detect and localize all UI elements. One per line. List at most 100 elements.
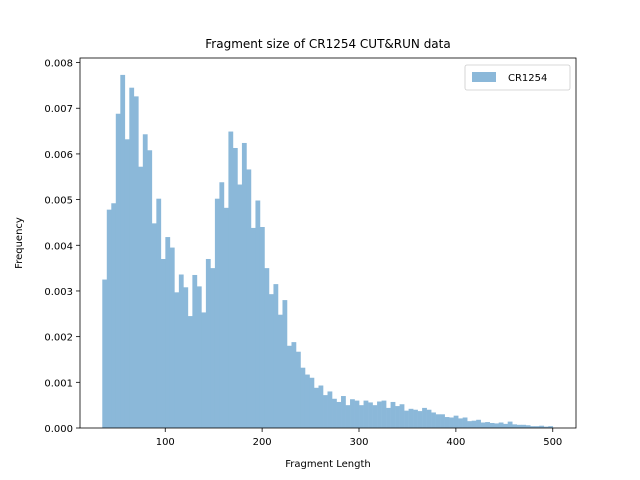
histogram-bar — [264, 268, 270, 428]
histogram-bar — [372, 405, 378, 428]
histogram-bar — [462, 417, 468, 428]
histogram-bar — [223, 207, 229, 428]
histogram-bar — [386, 407, 391, 428]
histogram-bar — [489, 422, 495, 428]
histogram-bar — [183, 287, 189, 428]
histogram-bar — [345, 405, 351, 428]
y-tick-label: 0.004 — [44, 241, 73, 252]
histogram-bar — [453, 415, 459, 428]
histogram-bar — [156, 198, 162, 428]
histogram-bar — [521, 424, 527, 428]
histogram-bar — [525, 425, 531, 428]
y-axis-label: Frequency — [14, 217, 25, 269]
histogram-bar — [169, 247, 175, 428]
histogram-bar — [282, 300, 288, 428]
histogram-bar — [129, 87, 135, 429]
histogram-bar — [255, 200, 261, 428]
histogram-bar — [286, 345, 292, 428]
histogram-bar — [250, 227, 256, 428]
histogram-bar — [341, 396, 346, 428]
histogram-bar — [295, 351, 301, 428]
histogram-bar — [237, 184, 243, 428]
histogram-bar — [309, 377, 315, 428]
histogram-bar — [413, 409, 418, 428]
x-tick-label: 100 — [156, 437, 175, 448]
plot-frame — [79, 57, 577, 429]
histogram-bar — [277, 314, 283, 428]
histogram-bar — [476, 419, 481, 428]
histogram-bar — [151, 223, 157, 428]
x-axis: 100 200 300 400 500 — [156, 428, 562, 448]
histogram-bar — [111, 203, 117, 428]
histogram-bar — [318, 385, 324, 428]
histogram-bar — [431, 412, 436, 428]
histogram-bar — [232, 147, 238, 428]
histogram-bar — [115, 113, 121, 428]
legend-label: CR1254 — [508, 73, 547, 84]
histogram-bar — [354, 400, 360, 428]
y-tick-label: 0.008 — [44, 59, 73, 70]
histogram-bar — [494, 423, 499, 428]
histogram-bar — [449, 417, 454, 428]
histogram-bar — [458, 418, 463, 428]
histogram-bar — [205, 258, 211, 428]
histogram-bar — [214, 198, 220, 428]
histogram-bar — [327, 391, 333, 428]
histogram-bar — [273, 284, 279, 428]
histogram-bar — [435, 414, 441, 428]
histogram-bar — [147, 150, 153, 428]
legend-swatch — [472, 72, 496, 82]
histogram-bar — [480, 422, 486, 428]
histogram-bar — [440, 414, 445, 428]
x-tick-label: 400 — [446, 437, 465, 448]
histogram-bar — [426, 409, 432, 428]
histogram-bar — [165, 237, 171, 428]
histogram-bar — [196, 286, 202, 428]
histogram-bar — [417, 411, 423, 428]
y-axis: 0.000 0.001 0.002 0.003 0.004 0.005 0.006 0.007… — [44, 59, 80, 435]
histogram-bar — [534, 426, 540, 428]
histogram-bar — [404, 410, 409, 428]
histogram-bar — [246, 169, 252, 428]
histogram-bar — [300, 367, 306, 428]
histogram-bar — [368, 402, 373, 428]
histogram-bar — [259, 227, 265, 428]
bars-group — [102, 74, 554, 429]
histogram-bar — [138, 166, 144, 428]
x-tick-label: 300 — [349, 437, 368, 448]
histogram-bar — [178, 274, 184, 428]
histogram-bar — [314, 387, 319, 428]
histogram-bar — [228, 131, 234, 428]
histogram-bar — [467, 421, 472, 428]
histogram-bar — [363, 400, 369, 428]
histogram-bar — [422, 407, 427, 428]
histogram-bar — [390, 401, 396, 428]
histogram-bar — [503, 423, 509, 428]
y-tick-label: 0.006 — [44, 150, 73, 161]
histogram-bar — [498, 422, 504, 428]
histogram-bar — [408, 408, 414, 428]
histogram-bar — [174, 292, 180, 428]
histogram-bar — [219, 182, 225, 428]
x-tick-label: 500 — [543, 437, 562, 448]
histogram-bar — [133, 96, 139, 429]
histogram-bar — [323, 395, 328, 428]
histogram-bar — [399, 404, 405, 428]
histogram-bar — [241, 142, 247, 429]
y-tick-label: 0.002 — [44, 333, 73, 344]
histogram-bar — [192, 274, 198, 428]
histogram-bar — [350, 399, 355, 428]
histogram-bar — [377, 401, 382, 428]
histogram-bar — [106, 209, 112, 428]
histogram-bar — [160, 258, 166, 428]
histogram-bar — [120, 74, 126, 428]
histogram-bar — [268, 294, 274, 428]
histogram-bar — [548, 426, 554, 428]
histogram-bar — [210, 268, 216, 428]
histogram-bar — [539, 425, 545, 428]
y-tick-label: 0.003 — [44, 287, 73, 298]
x-tick-label: 200 — [253, 437, 272, 448]
legend-box — [464, 64, 571, 91]
histogram-bar — [102, 279, 108, 428]
